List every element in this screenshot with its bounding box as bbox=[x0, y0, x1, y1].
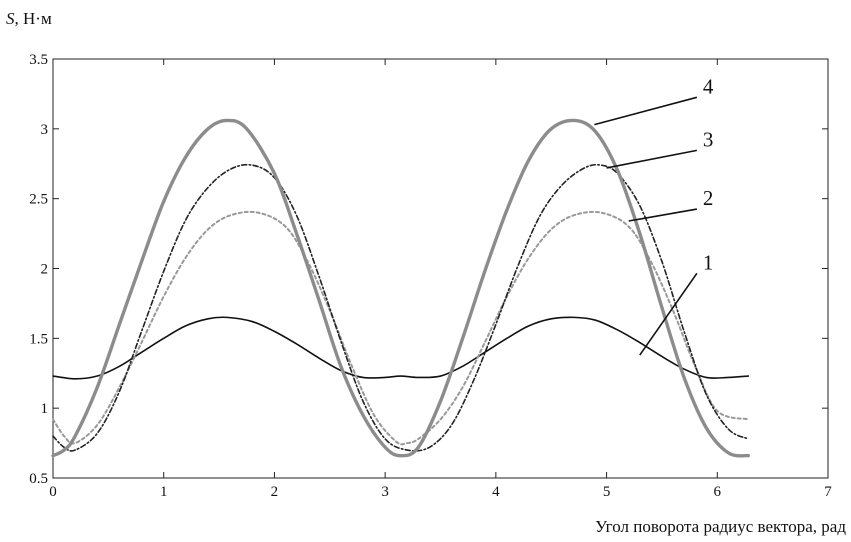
series-line-1 bbox=[52, 316, 750, 380]
callout-bg bbox=[698, 126, 739, 155]
callout-label-2: 2 bbox=[703, 186, 714, 210]
y-tick-label: 1.5 bbox=[29, 331, 48, 347]
x-tick-label: 7 bbox=[824, 484, 832, 500]
series-line-3 bbox=[52, 163, 750, 452]
callout-label-4: 4 bbox=[703, 74, 714, 98]
x-tick-label: 2 bbox=[271, 484, 279, 500]
callout-bg bbox=[698, 185, 739, 214]
callouts-group: 4 3 2 1 bbox=[594, 73, 739, 356]
y-tick-label: 1 bbox=[41, 401, 49, 417]
series-line-4 bbox=[51, 118, 750, 458]
x-tick-label: 5 bbox=[603, 484, 611, 500]
x-tick-label: 0 bbox=[49, 484, 57, 500]
series-group bbox=[51, 118, 750, 458]
y-tick-label: 0.5 bbox=[29, 471, 48, 487]
callout-bg bbox=[698, 249, 739, 278]
x-tick-label: 1 bbox=[160, 484, 168, 500]
y-tick-label: 2 bbox=[41, 262, 49, 278]
callout-label-3: 3 bbox=[703, 127, 714, 151]
callout-leader-3 bbox=[606, 149, 698, 169]
x-axis-label: Угол поворота радиус вектора, рад bbox=[595, 517, 846, 536]
y-axis-variable: S bbox=[6, 9, 15, 28]
series-line-2 bbox=[52, 210, 750, 446]
callout-bg bbox=[698, 73, 739, 102]
y-tick-label: 2.5 bbox=[29, 192, 48, 208]
y-tick-label: 3.5 bbox=[29, 52, 48, 68]
x-ticks: 0 1 2 3 4 5 6 7 bbox=[49, 59, 832, 500]
x-tick-label: 3 bbox=[381, 484, 389, 500]
y-tick-label: 3 bbox=[41, 122, 49, 138]
y-ticks: 0.5 1 1.5 2 2.5 3 3.5 bbox=[29, 52, 828, 487]
callout-leader-4 bbox=[594, 96, 698, 126]
x-tick-label: 4 bbox=[492, 484, 500, 500]
y-axis-label: S, Н·м bbox=[6, 9, 52, 28]
callout-leader-1 bbox=[639, 272, 698, 356]
callout-label-1: 1 bbox=[703, 250, 714, 274]
x-tick-label: 6 bbox=[714, 484, 722, 500]
y-axis-unit: , Н·м bbox=[15, 9, 52, 28]
callout-leader-2 bbox=[628, 208, 698, 222]
